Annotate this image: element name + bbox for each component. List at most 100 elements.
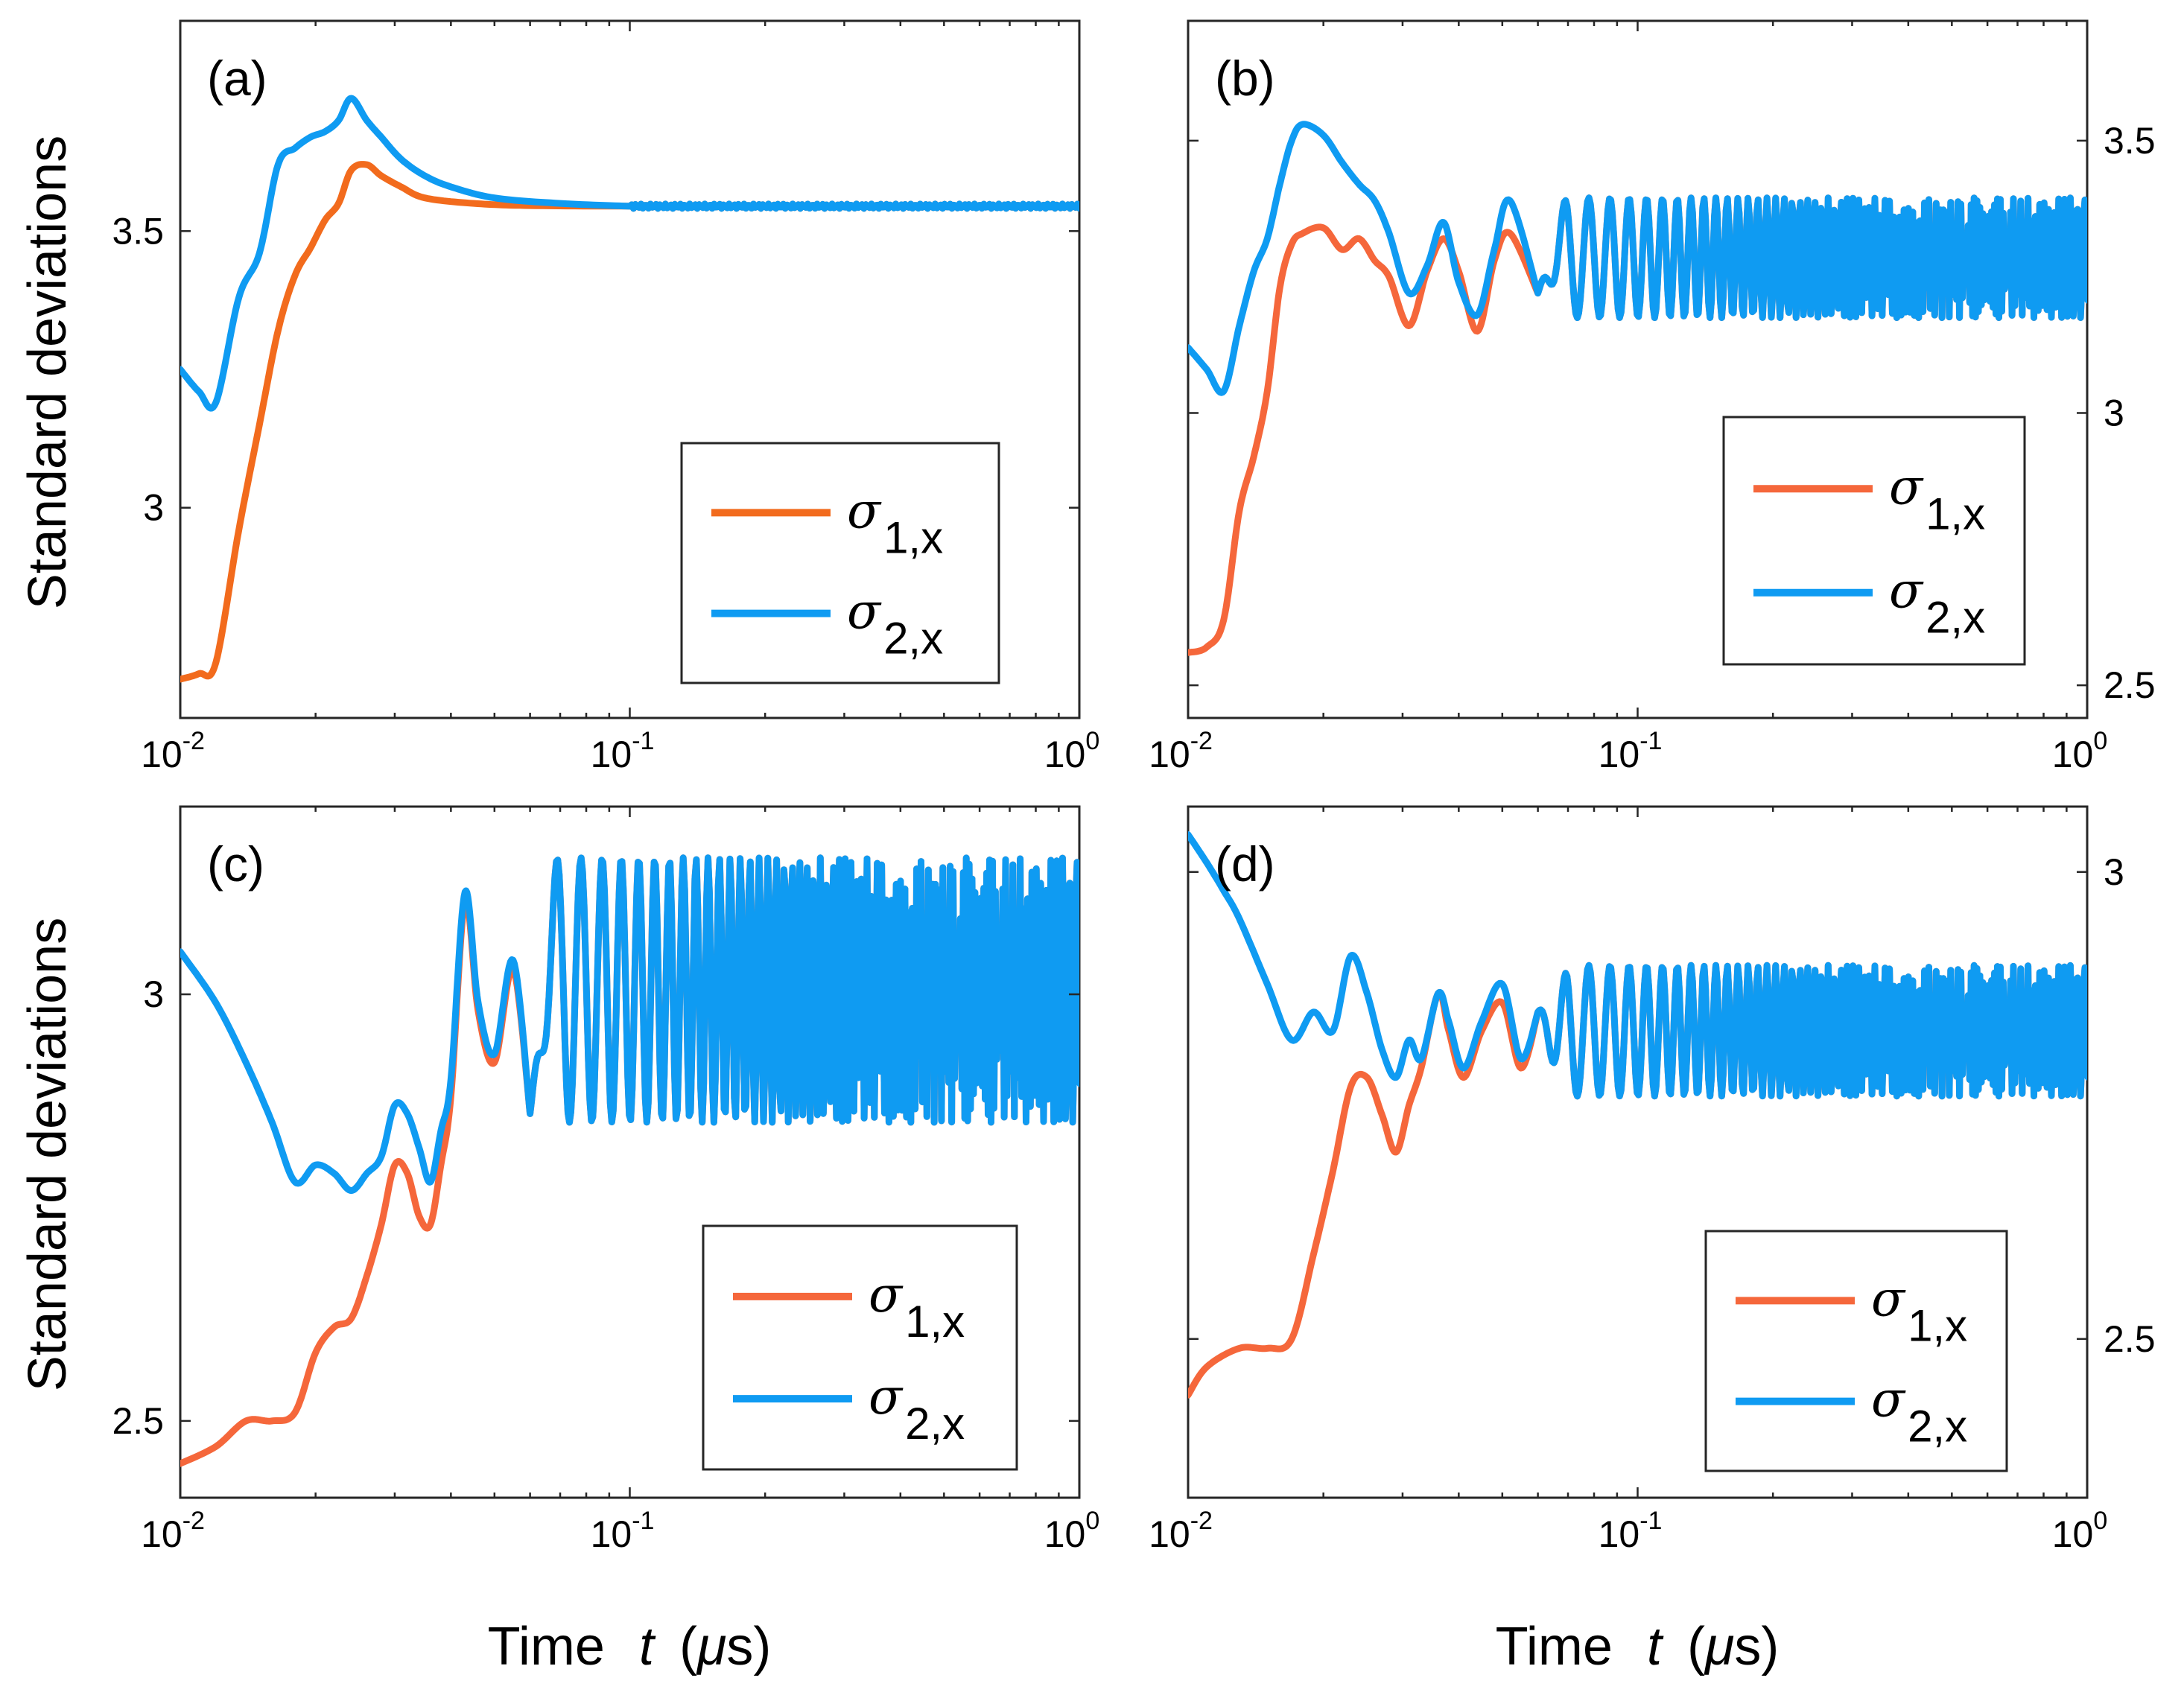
x-tick-exponent: -1	[632, 1507, 654, 1535]
ylabel-top: Standard deviations	[18, 136, 77, 609]
x-tick-base: 10	[1599, 734, 1640, 775]
y-tick-label: 3.5	[2104, 120, 2156, 162]
series-line-sigma-2	[1188, 831, 2087, 1100]
x-tick-base: 10	[1149, 1513, 1190, 1555]
series-line-sigma-2	[180, 95, 1079, 412]
series-group	[180, 854, 1079, 1467]
xlabel-var: t	[639, 1617, 656, 1676]
y-tick-label: 3	[143, 973, 164, 1015]
x-tick-exponent: -2	[1190, 1507, 1213, 1535]
x-tick-exponent: 0	[1085, 1507, 1099, 1535]
y-tick-label: 2.5	[112, 1400, 164, 1442]
y-tick-label: 2.5	[2104, 1318, 2156, 1360]
y-tick-label: 3	[143, 487, 164, 529]
x-tick-label: 10-1	[591, 727, 655, 775]
legend-subscript: 2,x	[1926, 593, 1985, 643]
legend-box	[680, 442, 1000, 684]
legend-symbol: σ	[847, 583, 882, 640]
legend-entry-2: σ2,x	[1871, 1371, 1967, 1452]
y-tick-label: 3.5	[112, 210, 164, 252]
xlabel-unit-open: (	[679, 1617, 697, 1676]
xlabel-prefix: Time	[488, 1617, 605, 1676]
series-group	[1188, 831, 2087, 1399]
x-tick-base: 10	[1044, 734, 1086, 775]
x-tick-base: 10	[1044, 1513, 1086, 1555]
series-group	[1188, 121, 2087, 656]
x-tick-label: 100	[1044, 1507, 1100, 1555]
x-tick-base: 10	[591, 1513, 632, 1555]
x-tick-label: 10-1	[1599, 727, 1663, 775]
x-tick-label: 100	[2052, 727, 2108, 775]
xlabel-unit-mu: μ	[1704, 1617, 1734, 1676]
xlabel-unit-rest: s)	[726, 1617, 771, 1676]
legend-symbol: σ	[1871, 1270, 1906, 1327]
legend: σ1,xσ2,x	[680, 442, 1000, 684]
x-tick-label: 10-1	[591, 1507, 655, 1555]
legend-subscript: 1,x	[1926, 489, 1985, 538]
legend: σ1,xσ2,x	[1722, 416, 2026, 666]
legend-symbol: σ	[1889, 458, 1924, 515]
legend-entry-1: σ1,x	[1889, 458, 1985, 538]
y-tick-label: 2.5	[2104, 664, 2156, 706]
x-tick-label: 10-2	[1149, 727, 1213, 775]
x-tick-base: 10	[1149, 734, 1190, 775]
x-tick-exponent: -1	[632, 727, 654, 755]
series-line-sigma-2	[180, 854, 1079, 1195]
xlabel-unit-open: (	[1687, 1617, 1705, 1676]
legend-entry-2: σ2,x	[847, 583, 943, 664]
legend-subscript: 1,x	[1908, 1300, 1967, 1350]
x-tick-exponent: -1	[1639, 1507, 1662, 1535]
xlabel-var: t	[1647, 1617, 1664, 1676]
legend-symbol: σ	[1871, 1371, 1906, 1428]
x-tick-base: 10	[591, 734, 632, 775]
x-tick-exponent: -1	[1639, 727, 1662, 755]
legend-entry-1: σ1,x	[1871, 1270, 1967, 1350]
panel-label: (b)	[1215, 51, 1275, 106]
x-tick-label: 10-1	[1599, 1507, 1663, 1555]
legend-entry-1: σ1,x	[869, 1266, 965, 1347]
legend-symbol: σ	[847, 482, 882, 539]
legend-symbol: σ	[1889, 562, 1924, 620]
legend-symbol: σ	[869, 1368, 904, 1425]
x-tick-base: 10	[141, 1513, 182, 1555]
series-group	[180, 95, 1079, 683]
legend-subscript: 1,x	[905, 1297, 965, 1347]
xlabel-right: Time t (μs)	[1496, 1617, 1780, 1676]
panel-label: (c)	[207, 836, 264, 891]
xlabel-left: Time t (μs)	[488, 1617, 772, 1676]
x-tick-base: 10	[1599, 1513, 1640, 1555]
x-tick-exponent: 0	[2093, 1507, 2107, 1535]
xlabel-unit-rest: s)	[1734, 1617, 1779, 1676]
xlabel-unit-mu: μ	[696, 1617, 726, 1676]
legend-box	[1704, 1230, 2008, 1472]
legend-subscript: 2,x	[1908, 1402, 1967, 1452]
x-tick-label: 100	[2052, 1507, 2108, 1555]
panel-label: (a)	[207, 51, 267, 106]
x-tick-label: 10-2	[141, 727, 205, 775]
x-tick-base: 10	[141, 734, 182, 775]
legend-entry-2: σ2,x	[1889, 562, 1985, 643]
x-tick-exponent: 0	[2093, 727, 2107, 755]
x-tick-label: 100	[1044, 727, 1100, 775]
x-tick-exponent: -2	[1190, 727, 1213, 755]
x-tick-label: 10-2	[141, 1507, 205, 1555]
x-tick-base: 10	[2052, 1513, 2094, 1555]
x-tick-exponent: -2	[182, 727, 205, 755]
legend-entry-2: σ2,x	[869, 1368, 965, 1449]
x-tick-label: 10-2	[1149, 1507, 1213, 1555]
x-tick-base: 10	[2052, 734, 2094, 775]
panel-label: (d)	[1215, 836, 1275, 891]
legend: σ1,xσ2,x	[1704, 1230, 2008, 1472]
x-tick-exponent: -2	[182, 1507, 205, 1535]
ylabel-bottom: Standard deviations	[18, 918, 77, 1391]
legend-box	[702, 1224, 1018, 1471]
series-line-sigma-2	[1188, 121, 2087, 396]
legend-subscript: 2,x	[905, 1399, 965, 1449]
y-tick-label: 3	[2104, 851, 2124, 893]
